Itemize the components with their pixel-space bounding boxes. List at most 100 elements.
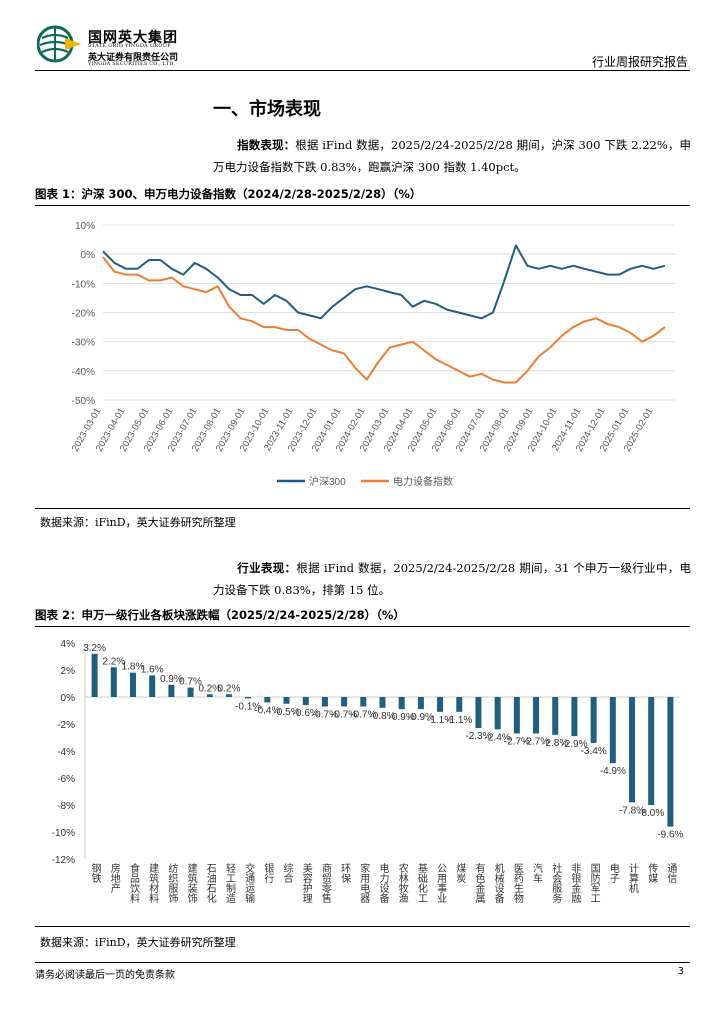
bar-data-label: -0.1% xyxy=(235,701,261,712)
figure1-source: 数据来源：iFinD，英大证券研究所整理 xyxy=(40,516,236,529)
y-tick-label: -10% xyxy=(72,279,95,290)
bar xyxy=(187,687,194,697)
bar xyxy=(648,697,655,805)
bar xyxy=(437,697,444,712)
bar xyxy=(456,697,463,712)
bar-data-label: 0.2% xyxy=(198,683,221,694)
bar xyxy=(341,697,348,707)
bar xyxy=(494,697,501,730)
y-tick-label: 0% xyxy=(81,250,96,261)
bar-data-label: -0.6% xyxy=(293,708,319,719)
y-tick-label: -2% xyxy=(57,720,75,731)
bar xyxy=(149,675,156,697)
x-category-label: 交通运输 xyxy=(243,862,255,904)
x-category-label: 电力设备 xyxy=(377,862,389,904)
bar-data-label: -0.8% xyxy=(369,711,395,722)
y-tick-label: 4% xyxy=(61,639,76,650)
y-tick-label: 10% xyxy=(75,221,95,232)
x-category-label: 纺织服饰 xyxy=(166,862,178,904)
y-tick-label: -6% xyxy=(57,774,75,785)
company-logo xyxy=(37,25,81,63)
footer-divider xyxy=(35,962,690,963)
index-performance-paragraph: 指数表现：根据 iFind 数据，2025/2/24-2025/2/28 期间，… xyxy=(213,134,691,178)
x-category-label: 银行 xyxy=(262,862,274,884)
bar xyxy=(91,653,98,697)
logo-company-en: STATE GRID YINGDA GROUP xyxy=(88,43,171,49)
bar-data-label: -2.7% xyxy=(504,736,530,747)
bar xyxy=(168,684,175,697)
bar-data-label: 2.2% xyxy=(102,656,125,667)
x-category-label: 国防军工 xyxy=(588,863,600,903)
bar-data-label: -8.0% xyxy=(638,808,664,819)
bar-data-label: 0.9% xyxy=(160,674,183,685)
x-category-label: 公用事业 xyxy=(435,863,447,903)
paragraph-label: 行业表现： xyxy=(237,561,297,575)
bar xyxy=(360,697,367,707)
x-category-label: 汽车 xyxy=(531,862,543,884)
bar-data-label: -4.9% xyxy=(600,766,626,777)
bar-data-label: -0.9% xyxy=(408,712,434,723)
bar xyxy=(475,697,482,729)
bar-data-label: -2.8% xyxy=(542,738,568,749)
page-number: 3 xyxy=(677,966,684,977)
figure1-title: 图表 1：沪深 300、申万电力设备指数（2024/2/28-2025/2/28… xyxy=(35,187,422,201)
x-category-label: 轻工制造 xyxy=(223,862,235,903)
bar-data-label: 0.2% xyxy=(218,683,241,694)
figure2-bottom-rule xyxy=(35,926,690,927)
legend-label-power-equipment: 电力设备指数 xyxy=(393,475,453,488)
bar-data-label: -0.7% xyxy=(312,709,338,720)
bar xyxy=(110,667,117,697)
x-category-label: 计算机 xyxy=(627,862,639,894)
x-category-label: 电子 xyxy=(607,862,619,883)
x-category-label: 商贸零售 xyxy=(319,862,331,904)
x-category-label: 房地产 xyxy=(108,862,120,894)
footer-disclaimer: 请务必阅读最后一页的免责条款 xyxy=(35,970,175,981)
figure2-source: 数据来源：iFinD，英大证券研究所整理 xyxy=(40,936,236,949)
x-category-label: 美容护理 xyxy=(300,862,312,903)
bar-data-label: -1.1% xyxy=(446,715,472,726)
x-category-label: 农林牧渔 xyxy=(396,862,408,904)
bar xyxy=(245,697,252,699)
paragraph-label: 指数表现： xyxy=(237,138,296,152)
y-tick-label: -20% xyxy=(72,309,95,320)
bar-data-label: -0.5% xyxy=(273,707,299,718)
x-category-label: 通信 xyxy=(665,863,677,884)
y-tick-label: 0% xyxy=(61,693,76,704)
bar xyxy=(302,697,309,706)
series-line-power-equipment xyxy=(102,256,666,384)
x-category-label: 基础化工 xyxy=(415,862,427,903)
y-tick-label: -12% xyxy=(52,855,75,866)
bar-data-label: -0.7% xyxy=(350,709,376,720)
x-category-label: 建筑装饰 xyxy=(185,862,197,904)
legend-label-hs300: 沪深300 xyxy=(309,475,346,488)
bar-data-label: -2.7% xyxy=(523,736,549,747)
x-category-label: 石油石化 xyxy=(204,863,216,903)
x-category-label: 煤炭 xyxy=(454,862,466,884)
logo-company-cn: 国网英大集团 xyxy=(88,30,178,46)
paragraph-text: 根据 iFind 数据，2025/2/24-2025/2/28 期间，31 个申… xyxy=(213,561,691,597)
y-tick-label: -50% xyxy=(72,396,95,407)
bar xyxy=(283,697,290,704)
y-tick-label: -40% xyxy=(72,367,95,378)
bar xyxy=(264,697,271,703)
bar-data-label: 1.6% xyxy=(141,664,164,675)
x-category-label: 医药生物 xyxy=(511,863,523,904)
bar xyxy=(609,697,616,764)
section-title: 一、市场表现 xyxy=(213,99,321,120)
x-category-label: 社会服务 xyxy=(550,862,562,904)
x-category-label: 钢铁 xyxy=(89,862,101,884)
industry-performance-paragraph: 行业表现：根据 iFind 数据，2025/2/24-2025/2/28 期间，… xyxy=(213,557,691,601)
bar-data-label: 1.8% xyxy=(122,662,145,673)
series-line-hs300 xyxy=(102,244,666,320)
y-tick-label: 2% xyxy=(61,666,76,677)
bar xyxy=(533,697,540,734)
y-tick-label: -10% xyxy=(52,828,75,839)
bar xyxy=(129,672,136,697)
bar-data-label: -9.6% xyxy=(657,830,683,841)
y-tick-label: -4% xyxy=(57,747,75,758)
x-category-label: 传媒 xyxy=(646,863,658,884)
bar-data-label: -0.9% xyxy=(389,712,415,723)
bar xyxy=(417,697,424,710)
bar xyxy=(398,697,405,710)
header-divider xyxy=(35,70,690,71)
